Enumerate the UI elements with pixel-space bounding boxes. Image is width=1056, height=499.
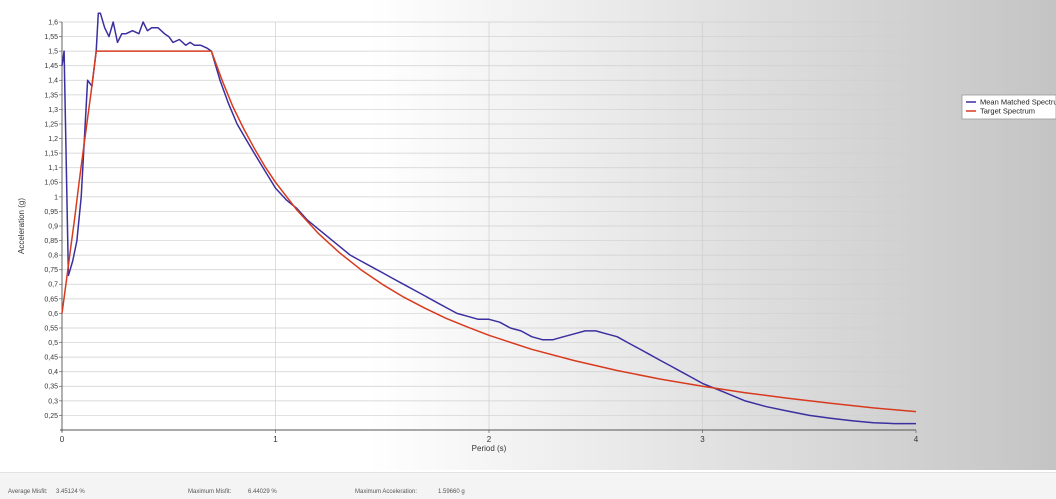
- x-tick-label: 1: [273, 435, 278, 444]
- x-tick-label: 2: [487, 435, 492, 444]
- y-tick-label: 1,4: [48, 78, 58, 85]
- series-line-0: [61, 12, 916, 425]
- y-tick-label: 0,7: [48, 282, 58, 289]
- y-tick-label: 1,05: [44, 180, 58, 187]
- chart-background: [0, 0, 1056, 470]
- y-tick-label: 0,25: [44, 413, 58, 420]
- y-tick-label: 1,35: [44, 92, 58, 99]
- y-tick-label: 1: [54, 194, 58, 201]
- grid: [61, 21, 917, 430]
- y-tick-label: 0,75: [44, 267, 58, 274]
- legend-box: [961, 94, 1056, 120]
- y-tick-label: 1,5: [48, 49, 58, 56]
- spectrum-chart: 0,25 0,3 0,35 0,4 0,45 0,5 0,55 0,6 0,65 0,7 0,75 0…: [0, 0, 1056, 470]
- y-tick-label: 0,9: [48, 223, 58, 230]
- y-tick-label: 1,15: [44, 151, 58, 158]
- y-tick-label: 0,35: [44, 384, 58, 391]
- maximum-misfit-label: Maximum Misfit:: [188, 489, 232, 495]
- x-axis-title: Period (s): [472, 444, 507, 453]
- y-tick-label: 0,3: [48, 398, 58, 405]
- maximum-acceleration-label: Maximum Acceleration:: [355, 489, 418, 495]
- y-tick-label: 0,8: [48, 253, 58, 260]
- legend-label-1: Target Spectrum: [980, 107, 1035, 116]
- series: [61, 12, 917, 425]
- y-tick-label: 0,65: [44, 296, 58, 303]
- axes: 0,25 0,3 0,35 0,4 0,45 0,5 0,55 0,6 0,65 0,7 0,75 0…: [17, 19, 919, 453]
- y-tick-label: 1,6: [48, 19, 58, 26]
- y-tick-label: 0,55: [44, 325, 58, 332]
- x-tick-label: 0: [60, 435, 65, 444]
- y-tick-label: 1,1: [48, 165, 58, 172]
- x-tick-label: 4: [914, 435, 919, 444]
- y-tick-label: 0,85: [44, 238, 58, 245]
- y-tick-label: 0,4: [48, 369, 58, 376]
- y-tick-label: 0,5: [48, 340, 58, 347]
- y-axis-title: Acceleration (g): [17, 198, 26, 254]
- average-misfit-value: 3.45124 %: [56, 489, 85, 495]
- chart-area: 0,25 0,3 0,35 0,4 0,45 0,5 0,55 0,6 0,65 0,7 0,75 0…: [0, 0, 1056, 470]
- y-tick-label: 1,45: [44, 63, 58, 70]
- maximum-acceleration-value: 1.59660 g: [438, 489, 465, 495]
- x-tick-label: 3: [700, 435, 705, 444]
- y-tick-label: 0,45: [44, 355, 58, 362]
- y-tick-label: 0,95: [44, 209, 58, 216]
- status-bar: Average Misfit: 3.45124 % Maximum Misfit…: [0, 472, 1056, 499]
- y-tick-label: 1,2: [48, 136, 58, 143]
- y-tick-label: 1,55: [44, 34, 58, 41]
- legend-label-0: Mean Matched Spectrum: [980, 98, 1056, 107]
- average-misfit-label: Average Misfit:: [8, 489, 48, 495]
- y-tick-label: 1,25: [44, 121, 58, 128]
- y-tick-label: 0,6: [48, 311, 58, 318]
- y-tick-label: 1,3: [48, 107, 58, 114]
- series-line-1: [61, 50, 917, 413]
- maximum-misfit-value: 6.44029 %: [248, 489, 277, 495]
